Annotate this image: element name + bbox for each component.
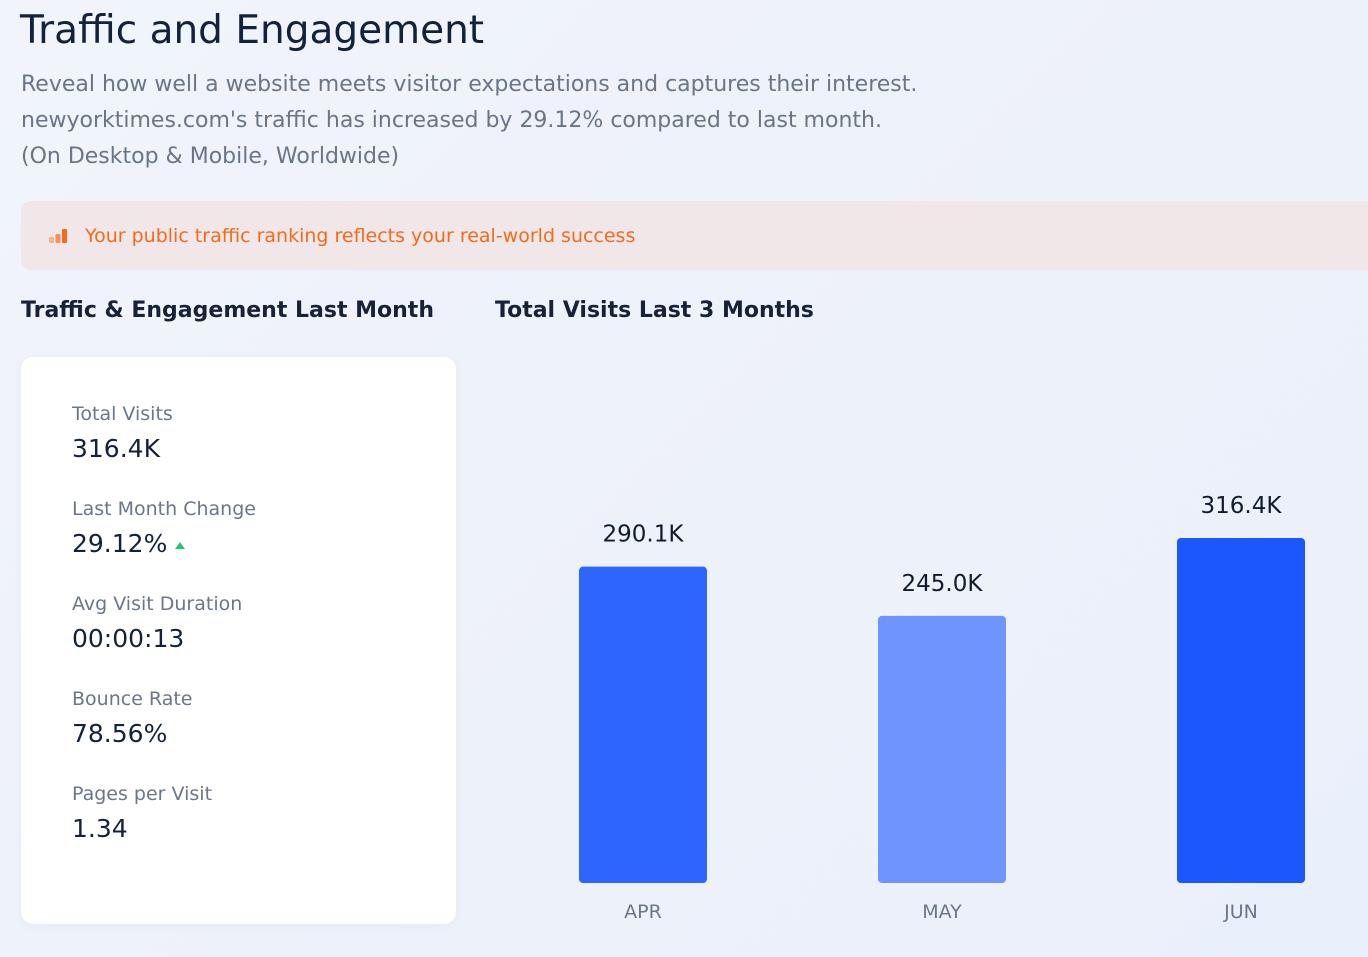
x-tick-label: MAY	[922, 901, 962, 923]
metric-value-text: 29.12%	[72, 529, 168, 558]
bar-value-label: 316.4K	[1201, 493, 1283, 519]
page-description: Reveal how well a website meets visitor …	[21, 67, 917, 175]
page-title: Traffic and Engagement	[20, 8, 485, 53]
metric-value: 1.34	[72, 812, 212, 846]
bar-jun[interactable]	[1177, 538, 1305, 883]
metrics-card: Total Visits 316.4K Last Month Change 29…	[21, 357, 456, 924]
bar-apr[interactable]	[579, 566, 707, 883]
metric-avg-visit-duration: Avg Visit Duration 00:00:13	[72, 590, 242, 656]
visits-chart-title: Total Visits Last 3 Months	[495, 298, 814, 323]
banner-text[interactable]: Your public traffic ranking reflects you…	[85, 224, 636, 247]
description-line: Reveal how well a website meets visitor …	[21, 72, 918, 97]
last-month-title: Traffic & Engagement Last Month	[21, 298, 434, 323]
metric-value-text: 78.56%	[72, 719, 168, 748]
description-line: newyorktimes.com's traffic has increased…	[21, 108, 882, 133]
metric-value: 00:00:13	[72, 622, 242, 656]
trend-up-icon	[175, 541, 186, 549]
metric-value-text: 00:00:13	[72, 624, 185, 653]
metric-label: Last Month Change	[72, 498, 256, 520]
bar-value-label: 245.0K	[902, 571, 984, 597]
traffic-ranking-banner[interactable]: Your public traffic ranking reflects you…	[21, 201, 1368, 270]
metric-pages-per-visit: Pages per Visit 1.34	[72, 780, 212, 846]
metric-total-visits: Total Visits 316.4K	[72, 400, 173, 466]
bar-value-label: 290.1K	[603, 522, 685, 548]
visits-bar-chart: 290.1K APR 245.0K MAY 316.4K JUN	[579, 493, 1305, 923]
metric-bounce-rate: Bounce Rate 78.56%	[72, 685, 193, 751]
metric-label: Avg Visit Duration	[72, 593, 243, 615]
bar-chart-icon	[48, 228, 68, 244]
metric-label: Pages per Visit	[72, 783, 213, 805]
metric-label: Total Visits	[72, 403, 173, 425]
x-tick-label: APR	[624, 901, 662, 923]
metric-value: 78.56%	[72, 717, 193, 751]
description-line: (On Desktop & Mobile, Worldwide)	[21, 144, 400, 169]
metric-label: Bounce Rate	[72, 688, 193, 710]
metric-value-text: 316.4K	[72, 434, 160, 463]
metric-value: 29.12%	[72, 527, 256, 561]
bar-may[interactable]	[878, 615, 1006, 883]
x-tick-label: JUN	[1223, 901, 1258, 923]
metric-value-text: 1.34	[72, 814, 128, 843]
metric-last-month-change: Last Month Change 29.12%	[72, 495, 256, 561]
metric-value: 316.4K	[72, 432, 173, 466]
